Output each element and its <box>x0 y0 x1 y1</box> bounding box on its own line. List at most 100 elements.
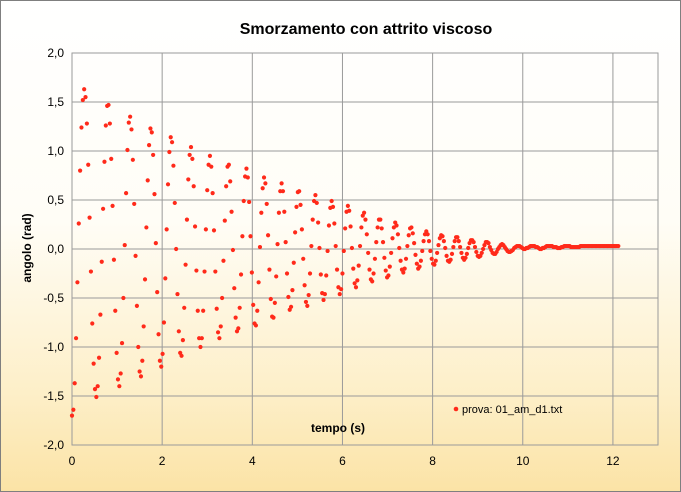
data-point <box>141 324 146 329</box>
data-point <box>463 255 468 260</box>
data-point <box>224 184 229 189</box>
x-tick-label: 10 <box>516 454 530 468</box>
data-point <box>353 285 359 290</box>
data-point <box>140 358 145 363</box>
data-point <box>222 218 227 223</box>
data-point <box>137 369 142 374</box>
data-point <box>456 239 461 244</box>
data-point <box>165 182 171 187</box>
data-point <box>398 258 403 263</box>
data-point <box>232 286 237 291</box>
data-point <box>441 239 446 244</box>
data-point <box>339 287 344 292</box>
data-point <box>316 220 321 225</box>
data-point <box>244 166 249 171</box>
data-point <box>409 225 414 230</box>
y-tick-label: 0,0 <box>47 242 64 256</box>
data-point <box>233 315 238 320</box>
data-point <box>268 296 273 302</box>
data-point <box>256 280 261 285</box>
x-tick-label: 4 <box>249 454 256 468</box>
data-point <box>280 189 286 194</box>
data-point <box>230 247 236 253</box>
data-point <box>69 413 75 418</box>
data-point <box>402 266 407 271</box>
data-point <box>102 159 107 164</box>
y-tick-label: -1,0 <box>43 340 64 354</box>
data-point <box>413 252 418 257</box>
data-point <box>414 261 419 266</box>
data-point <box>214 306 219 311</box>
data-point <box>248 234 253 239</box>
x-axis-ticks: 0 2 4 6 8 10 12 <box>69 454 620 468</box>
data-point <box>238 272 244 277</box>
data-point <box>474 249 479 255</box>
data-point <box>302 283 307 288</box>
data-point <box>261 175 267 180</box>
data-point <box>394 223 399 228</box>
data-point <box>459 250 464 256</box>
data-point <box>142 277 148 282</box>
data-point <box>205 188 210 193</box>
data-point <box>436 242 441 248</box>
data-point <box>282 209 287 214</box>
y-tick-label: -2,0 <box>43 438 64 452</box>
data-point <box>99 259 104 264</box>
data-point <box>451 244 456 250</box>
data-point <box>188 144 194 150</box>
data-point <box>466 245 471 251</box>
data-point <box>82 87 87 92</box>
data-point <box>253 323 259 328</box>
data-point <box>144 225 149 230</box>
data-point <box>479 250 484 256</box>
data-point <box>171 163 176 168</box>
data-point <box>267 267 272 272</box>
data-point <box>184 217 190 222</box>
x-tick-label: 12 <box>606 454 620 468</box>
data-point <box>87 215 92 220</box>
data-point <box>215 330 221 335</box>
data-point <box>375 225 380 230</box>
data-point <box>288 304 294 309</box>
data-point <box>455 235 460 240</box>
data-point <box>211 228 217 233</box>
data-point <box>192 224 198 229</box>
data-point <box>362 210 367 215</box>
data-point <box>306 292 311 298</box>
data-point <box>236 326 241 331</box>
data-point <box>299 227 304 232</box>
data-point <box>259 210 264 215</box>
data-point <box>284 271 290 276</box>
y-tick-label: 1,5 <box>47 95 64 109</box>
data-point <box>321 297 326 303</box>
data-point <box>151 152 156 158</box>
data-point <box>157 358 162 363</box>
data-point <box>198 344 203 350</box>
data-point <box>217 336 222 341</box>
data-point <box>317 245 322 251</box>
data-point <box>301 256 306 261</box>
data-point <box>129 127 134 132</box>
data-point <box>115 377 121 382</box>
data-point <box>172 200 177 206</box>
data-point <box>616 243 621 249</box>
data-point <box>383 268 388 273</box>
data-point <box>303 299 309 305</box>
data-point <box>435 250 440 256</box>
data-point <box>241 198 246 204</box>
data-point <box>107 121 112 126</box>
data-point <box>325 248 330 254</box>
data-point <box>294 204 299 209</box>
data-point <box>387 264 392 269</box>
x-tick-label: 8 <box>429 454 436 468</box>
data-point <box>218 324 223 329</box>
data-point <box>421 239 426 244</box>
data-point <box>371 271 376 276</box>
x-tick-label: 0 <box>69 454 76 468</box>
data-point <box>138 374 144 379</box>
data-point <box>118 371 123 376</box>
data-point <box>72 381 77 386</box>
data-point <box>255 308 260 313</box>
data-point <box>305 303 310 308</box>
